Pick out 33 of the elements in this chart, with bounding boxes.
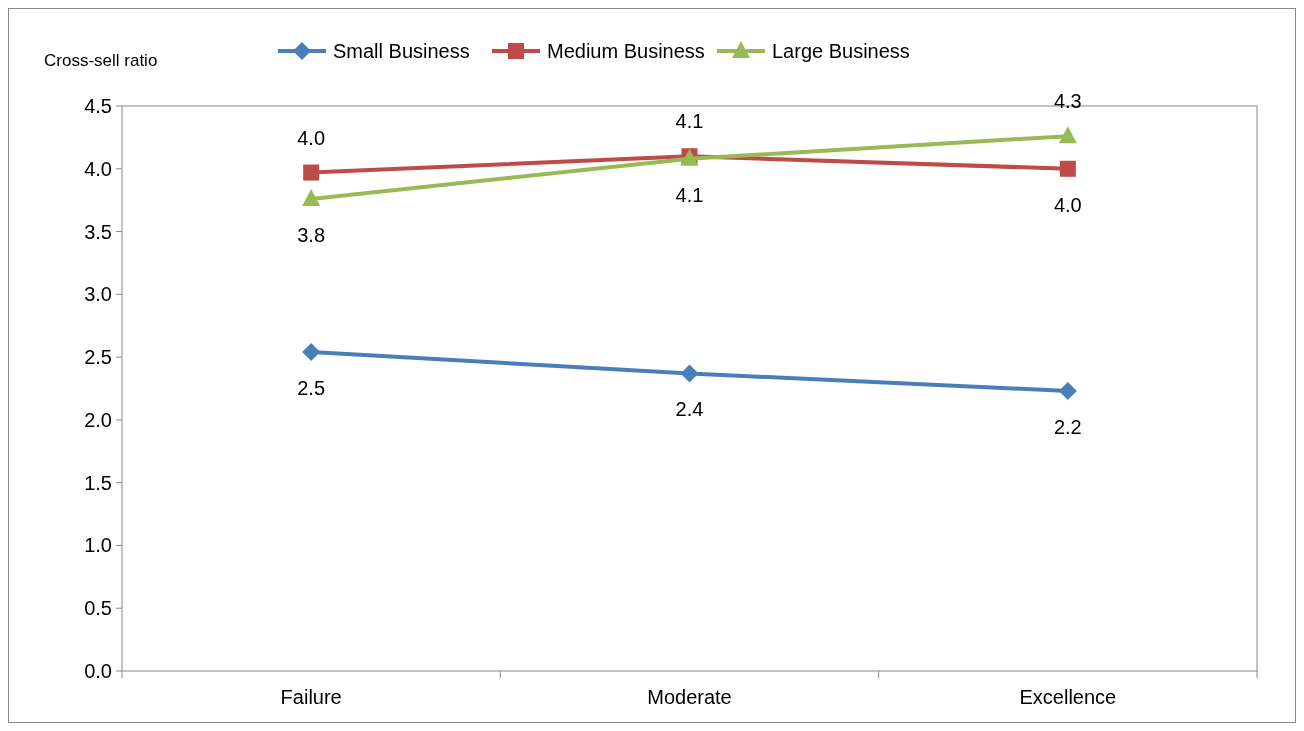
data-label: 4.0 <box>1053 193 1082 216</box>
y-tick-label: 1.5 <box>84 471 112 494</box>
y-tick-label: 0.0 <box>84 660 112 682</box>
data-label: 2.4 <box>675 398 704 421</box>
y-tick-label: 3.5 <box>84 220 112 243</box>
point <box>1058 382 1077 401</box>
y-tick-label: 2.0 <box>84 408 112 431</box>
point <box>302 188 321 206</box>
y-tick-label: 2.5 <box>84 346 112 369</box>
point <box>303 164 320 181</box>
legend-label: Large Business <box>772 40 910 62</box>
y-axis-title: Cross-sell ratio <box>44 51 158 70</box>
data-label: 2.2 <box>1053 416 1082 439</box>
y-tick-label: 4.0 <box>84 157 112 180</box>
legend-label: Medium Business <box>547 40 705 62</box>
y-tick-label: 0.5 <box>84 597 112 620</box>
x-tick-label: Excellence <box>1019 686 1117 708</box>
point <box>1059 160 1076 177</box>
data-label: 2.5 <box>297 377 326 400</box>
x-tick-label: Failure <box>280 686 342 708</box>
y-tick-label: 4.5 <box>84 95 112 117</box>
data-label: 4.3 <box>1053 90 1082 113</box>
data-label: 3.8 <box>297 223 326 246</box>
data-label: 4.1 <box>675 110 704 133</box>
y-tick-label: 1.0 <box>84 534 112 557</box>
data-label: 4.1 <box>675 183 704 206</box>
point <box>1058 126 1077 144</box>
x-tick-label: Moderate <box>647 686 732 708</box>
point <box>302 343 321 362</box>
legend-label: Small Business <box>333 40 470 62</box>
point <box>680 364 699 383</box>
y-tick-label: 3.0 <box>84 283 112 306</box>
data-label: 4.0 <box>297 126 326 149</box>
